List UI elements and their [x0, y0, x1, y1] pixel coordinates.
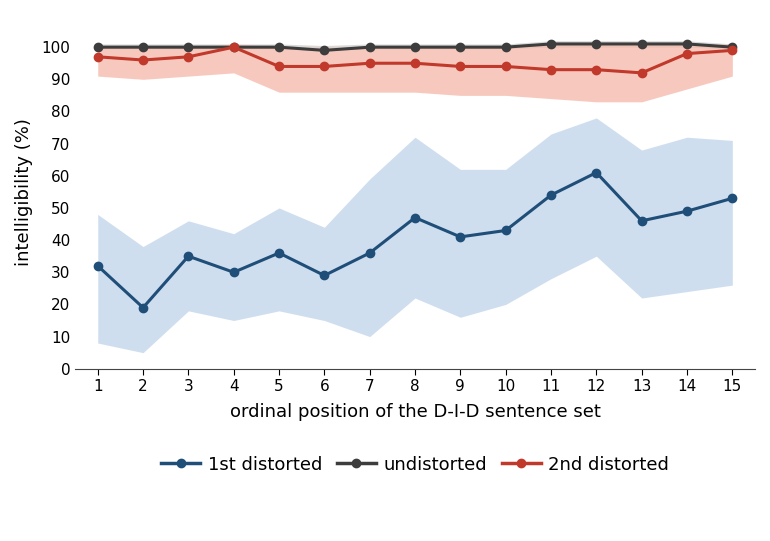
Line: 2nd distorted: 2nd distorted [94, 43, 736, 77]
2nd distorted [410, 60, 420, 67]
1st distorted [728, 195, 737, 202]
1st distorted [320, 272, 329, 279]
undistorted [93, 44, 102, 50]
undistorted [184, 44, 193, 50]
undistorted [591, 41, 601, 47]
2nd distorted [274, 63, 283, 70]
1st distorted [410, 214, 420, 221]
2nd distorted [728, 47, 737, 54]
2nd distorted [229, 44, 239, 50]
1st distorted [184, 253, 193, 260]
1st distorted [501, 227, 511, 234]
2nd distorted [93, 54, 102, 60]
undistorted [728, 44, 737, 50]
2nd distorted [591, 67, 601, 73]
1st distorted [274, 250, 283, 256]
undistorted [547, 41, 556, 47]
undistorted [637, 41, 646, 47]
undistorted [501, 44, 511, 50]
1st distorted [93, 262, 102, 269]
undistorted [139, 44, 148, 50]
1st distorted [139, 305, 148, 311]
2nd distorted [501, 63, 511, 70]
undistorted [229, 44, 239, 50]
2nd distorted [184, 54, 193, 60]
undistorted [274, 44, 283, 50]
X-axis label: ordinal position of the D-I-D sentence set: ordinal position of the D-I-D sentence s… [229, 403, 601, 420]
undistorted [456, 44, 465, 50]
1st distorted [591, 169, 601, 176]
2nd distorted [547, 67, 556, 73]
Line: undistorted: undistorted [94, 40, 736, 55]
2nd distorted [456, 63, 465, 70]
2nd distorted [365, 60, 374, 67]
undistorted [410, 44, 420, 50]
1st distorted [547, 192, 556, 199]
1st distorted [229, 269, 239, 275]
undistorted [682, 41, 691, 47]
1st distorted [637, 217, 646, 224]
undistorted [365, 44, 374, 50]
Line: 1st distorted: 1st distorted [94, 168, 736, 312]
2nd distorted [320, 63, 329, 70]
Y-axis label: intelligibility (%): intelligibility (%) [15, 118, 33, 266]
2nd distorted [682, 50, 691, 57]
1st distorted [456, 234, 465, 240]
2nd distorted [637, 70, 646, 76]
Legend: 1st distorted, undistorted, 2nd distorted: 1st distorted, undistorted, 2nd distorte… [153, 448, 677, 481]
2nd distorted [139, 57, 148, 63]
1st distorted [365, 250, 374, 256]
undistorted [320, 47, 329, 54]
1st distorted [682, 208, 691, 214]
